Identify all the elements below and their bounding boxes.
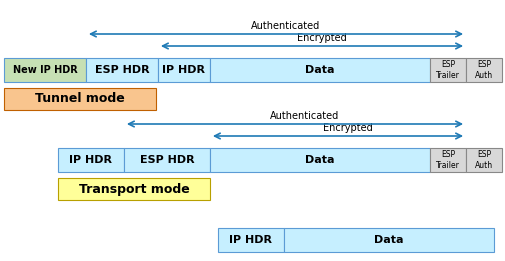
Bar [465, 148, 501, 172]
Bar [4, 58, 86, 82]
Text: Data: Data [374, 235, 403, 245]
Text: IP HDR: IP HDR [69, 155, 112, 165]
Bar [218, 228, 283, 252]
Text: IP HDR: IP HDR [229, 235, 272, 245]
Text: Tunnel mode: Tunnel mode [35, 92, 125, 105]
Bar [210, 148, 429, 172]
Text: Data: Data [305, 65, 334, 75]
Bar [58, 178, 210, 200]
Bar [465, 58, 501, 82]
Text: ESP HDR: ESP HDR [139, 155, 194, 165]
Text: ESP
Trailer: ESP Trailer [435, 150, 459, 170]
Text: ESP
Trailer: ESP Trailer [435, 60, 459, 80]
Text: ESP
Auth: ESP Auth [474, 60, 492, 80]
Text: Data: Data [305, 155, 334, 165]
Bar [283, 228, 493, 252]
Text: Encrypted: Encrypted [323, 123, 372, 133]
Text: Authenticated: Authenticated [251, 21, 320, 31]
Bar [429, 58, 465, 82]
Text: Encrypted: Encrypted [296, 33, 346, 43]
Bar [4, 88, 156, 110]
Text: ESP HDR: ESP HDR [94, 65, 149, 75]
Bar [124, 148, 210, 172]
Bar [210, 58, 429, 82]
Text: New IP HDR: New IP HDR [13, 65, 77, 75]
Text: IP HDR: IP HDR [162, 65, 205, 75]
Bar [58, 148, 124, 172]
Text: Authenticated: Authenticated [270, 111, 339, 121]
Bar [429, 148, 465, 172]
Text: ESP
Auth: ESP Auth [474, 150, 492, 170]
Bar [158, 58, 210, 82]
Bar [86, 58, 158, 82]
Text: Transport mode: Transport mode [78, 182, 189, 195]
